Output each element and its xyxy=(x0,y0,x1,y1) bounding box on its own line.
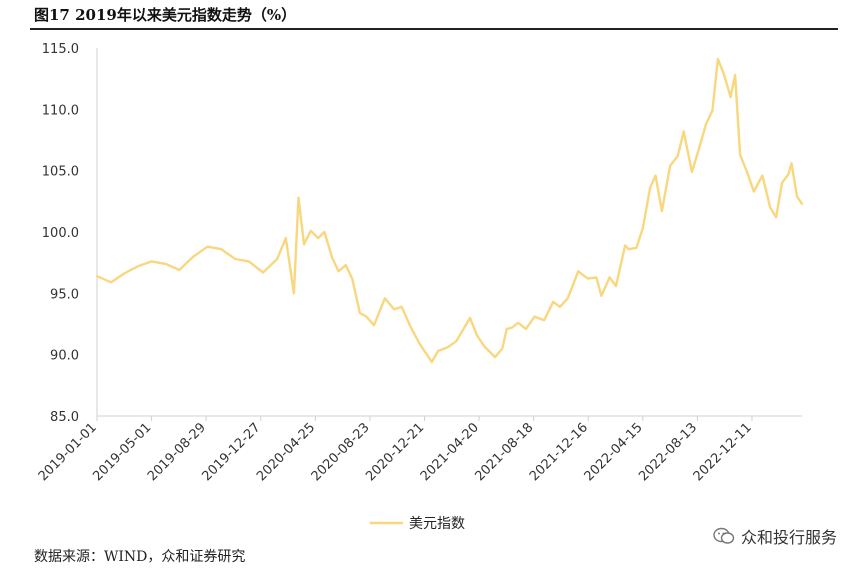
series-layer xyxy=(95,57,804,364)
x-axis: 2019-01-012019-05-012019-08-292019-12-27… xyxy=(36,415,802,484)
y-tick-label: 95.0 xyxy=(50,287,79,302)
y-axis: 85.0 90.0 95.0 100.0 105.0 110.0 115.0 xyxy=(42,42,98,425)
y-tick-label: 115.0 xyxy=(42,42,79,57)
watermark: 众和投行服务 xyxy=(713,524,837,548)
watermark-text: 众和投行服务 xyxy=(740,528,837,547)
x-tick-label: 2022-12-11 xyxy=(691,420,755,484)
y-tick-label: 110.0 xyxy=(42,103,79,118)
chart-title: 图17 2019年以来美元指数走势（%） xyxy=(34,6,297,24)
legend-label: 美元指数 xyxy=(409,516,465,532)
legend: 美元指数 xyxy=(370,516,465,532)
title-divider xyxy=(30,28,838,30)
y-tick-label: 100.0 xyxy=(42,226,79,241)
y-tick-label: 85.0 xyxy=(50,410,79,425)
series-line xyxy=(95,57,804,364)
y-tick-label: 90.0 xyxy=(50,349,79,364)
data-source: 数据来源：WIND，众和证券研究 xyxy=(34,549,246,565)
wechat-icon xyxy=(713,527,735,544)
y-tick-label: 105.0 xyxy=(42,165,79,180)
